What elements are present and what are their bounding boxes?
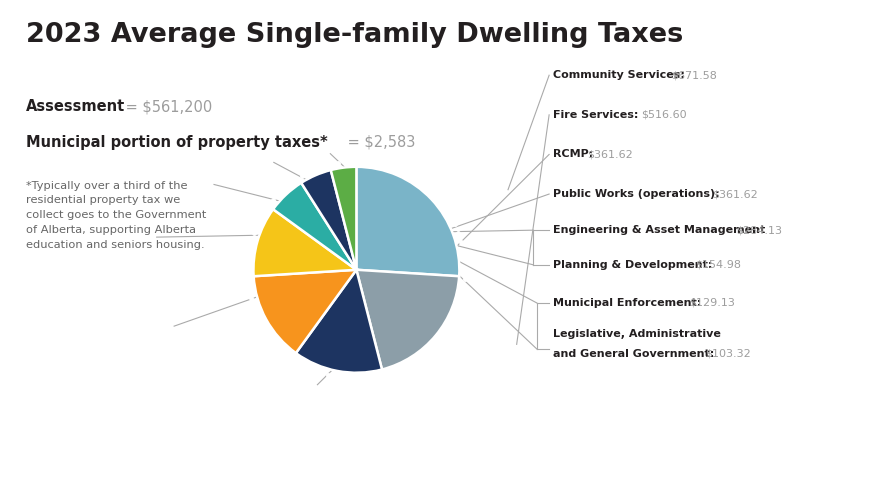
Text: $361.62: $361.62 (587, 149, 633, 159)
Text: = $561,200: = $561,200 (121, 99, 213, 114)
Text: = $2,583: = $2,583 (343, 135, 415, 149)
Wedge shape (296, 270, 382, 373)
Wedge shape (273, 183, 356, 270)
Text: RCMP:: RCMP: (553, 149, 597, 159)
Text: Municipal Enforcement:: Municipal Enforcement: (553, 298, 705, 308)
Text: $154.98: $154.98 (694, 260, 741, 270)
Text: Fire Services:: Fire Services: (553, 110, 642, 120)
Text: Public Works (operations):: Public Works (operations): (553, 189, 723, 199)
Text: $671.58: $671.58 (671, 70, 716, 80)
Text: 2023 Average Single-family Dwelling Taxes: 2023 Average Single-family Dwelling Taxe… (26, 22, 684, 49)
Wedge shape (253, 270, 356, 353)
Text: Community Services:: Community Services: (553, 70, 688, 80)
Text: Legislative, Administrative: Legislative, Administrative (553, 329, 721, 339)
Text: $516.60: $516.60 (641, 110, 686, 120)
Text: Assessment: Assessment (26, 99, 126, 114)
Text: $129.13: $129.13 (689, 298, 735, 308)
Wedge shape (301, 170, 356, 270)
Text: $284.13: $284.13 (737, 225, 782, 235)
Text: and General Government:: and General Government: (553, 349, 714, 359)
Wedge shape (331, 167, 356, 270)
Wedge shape (253, 209, 356, 276)
Wedge shape (356, 167, 459, 276)
Text: $361.62: $361.62 (713, 189, 759, 199)
Text: Municipal portion of property taxes*: Municipal portion of property taxes* (26, 135, 328, 149)
Text: $103.32: $103.32 (705, 349, 751, 359)
Text: Planning & Development:: Planning & Development: (553, 260, 716, 270)
Text: Engineering & Asset Management: Engineering & Asset Management (553, 225, 769, 235)
Wedge shape (356, 270, 459, 369)
Text: *Typically over a third of the
residential property tax we
collect goes to the G: *Typically over a third of the residenti… (26, 181, 207, 250)
